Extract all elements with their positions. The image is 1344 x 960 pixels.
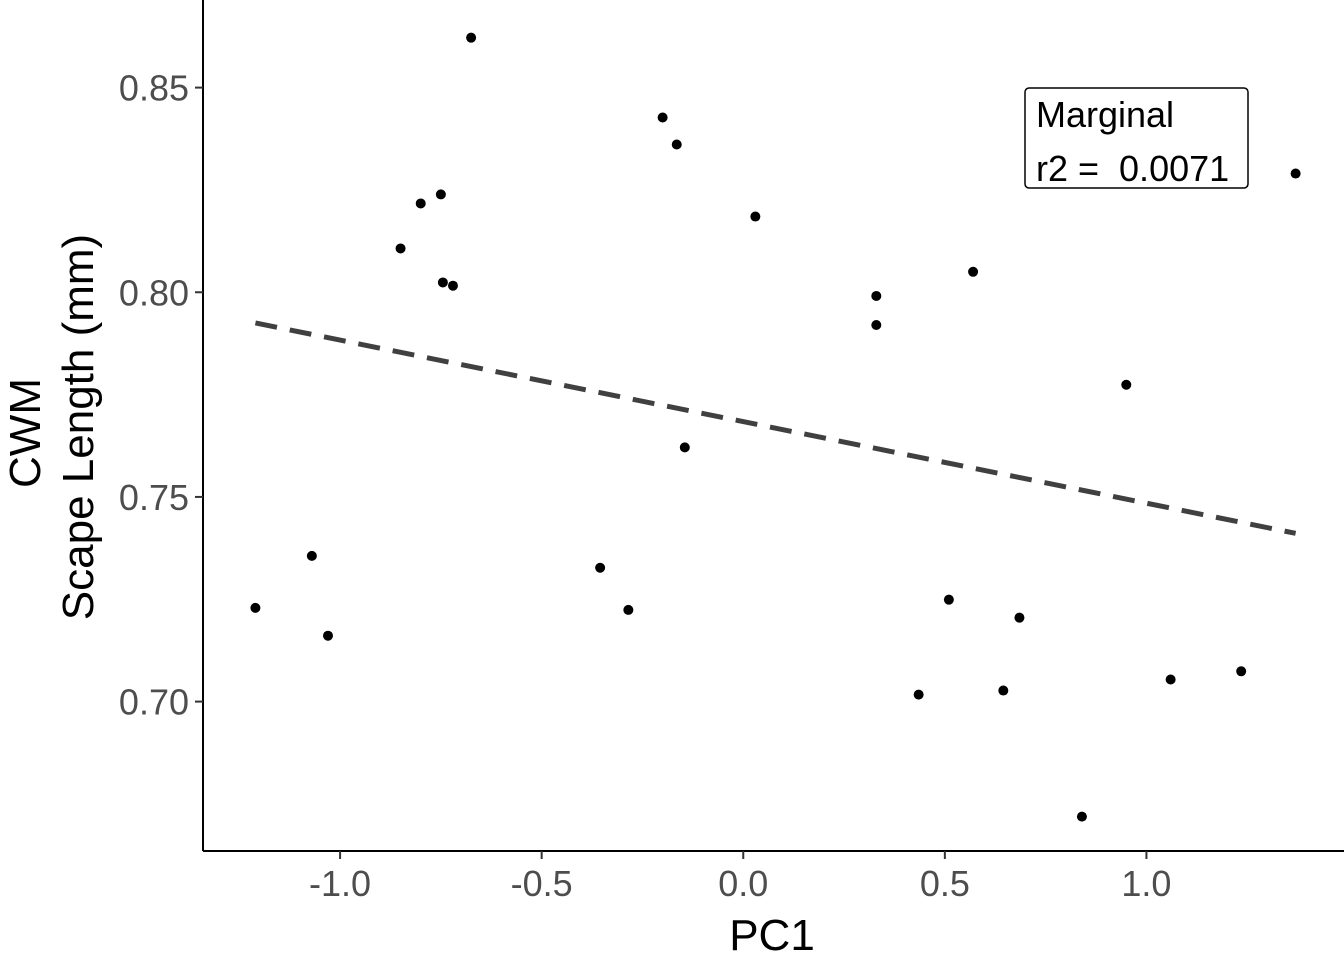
annotation-box: Marginal r2 = 0.0071 [1024,87,1249,189]
annotation-line-1: Marginal [1036,94,1174,135]
y-axis-title-line-2: Scape Length (mm) [54,234,103,620]
data-point [395,243,406,254]
data-point [998,685,1009,696]
data-point [1076,811,1087,822]
data-point [1165,674,1176,685]
x-tick-label: -0.5 [511,863,573,904]
trend-line [254,320,1297,536]
annotation-line-2: r2 = 0.0071 [1036,148,1229,189]
y-tick-label: 0.85 [119,68,189,109]
data-point [671,139,682,150]
data-point [1236,666,1247,677]
data-point [657,112,668,123]
y-tick-label: 0.70 [119,682,189,723]
data-point [415,198,426,209]
data-point [322,630,333,641]
data-point [750,211,761,222]
data-point [306,550,317,561]
data-point [871,290,882,301]
points-layer [250,32,1301,822]
y-axis-title-line-1: CWM [1,378,50,488]
data-point [437,277,448,288]
x-tick-label: -1.0 [309,863,371,904]
data-point [679,442,690,453]
data-point [1121,379,1132,390]
trend-line-layer [254,320,1297,536]
x-tick-label: 1.0 [1121,863,1171,904]
data-point [968,266,979,277]
x-axis-title: PC1 [729,911,815,960]
data-point [1014,612,1025,623]
data-point [623,604,634,615]
axes [202,0,1344,852]
x-tick-label: 0.0 [718,863,768,904]
data-point [435,189,446,200]
data-point [943,594,954,605]
data-point [913,689,924,700]
data-point [1290,168,1301,179]
y-tick-label: 0.80 [119,272,189,313]
x-tick-label: 0.5 [920,863,970,904]
data-point [595,562,606,573]
data-point [871,320,882,331]
data-point [466,32,477,43]
data-point [447,280,458,291]
data-point [250,602,261,613]
ticks: -1.0 -0.5 0.0 0.5 1.0 0.70 0.75 0.80 0.85 [119,68,1172,904]
y-tick-label: 0.75 [119,477,189,518]
